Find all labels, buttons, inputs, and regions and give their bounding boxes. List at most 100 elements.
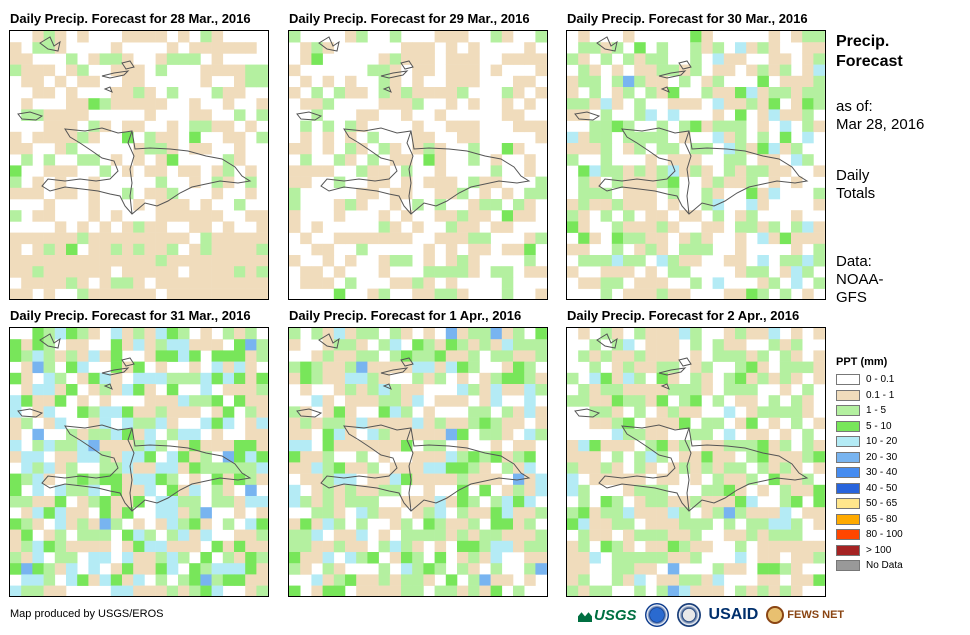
- precip-cell: [178, 440, 190, 452]
- precip-cell: [791, 255, 803, 267]
- precip-cell: [311, 552, 323, 564]
- precip-cell: [479, 529, 491, 542]
- precip-cell: [21, 277, 33, 289]
- precip-cell: [690, 255, 702, 267]
- precip-cell: [634, 199, 646, 211]
- precip-cell: [679, 585, 691, 596]
- precip-cell: [54, 75, 67, 88]
- precip-cell: [757, 451, 769, 463]
- precip-cell: [513, 120, 525, 133]
- precip-cell: [791, 339, 803, 351]
- precip-cell: [434, 372, 447, 385]
- precip-cell: [802, 406, 814, 418]
- precip-cell: [311, 507, 323, 519]
- precip-cell: [513, 585, 525, 596]
- precip-cell: [256, 288, 268, 299]
- precip-cell: [311, 462, 323, 474]
- precip-cell: [524, 210, 536, 222]
- precip-cell: [578, 540, 590, 553]
- precip-cell: [746, 372, 758, 385]
- precip-cell: [768, 42, 781, 54]
- precip-cell: [423, 255, 435, 267]
- precip-cell: [634, 451, 646, 463]
- precip-cell: [43, 339, 56, 351]
- hispaniola-outline: [41, 424, 252, 512]
- precip-cell: [378, 339, 391, 351]
- precip-cell: [578, 563, 590, 575]
- precip-cell: [645, 277, 657, 289]
- precip-cell: [501, 518, 514, 530]
- precip-cell: [567, 451, 579, 463]
- precip-cell: [66, 440, 78, 452]
- precip-cell: [133, 540, 145, 553]
- legend-swatch: [836, 482, 860, 494]
- precip-cell: [813, 87, 825, 99]
- precip-cell: [679, 540, 691, 553]
- precip-cell: [356, 440, 368, 452]
- precip-cell: [367, 372, 379, 385]
- precip-cell: [479, 574, 491, 586]
- precip-cell: [567, 484, 579, 497]
- precip-cell: [401, 440, 413, 452]
- precip-cell: [513, 518, 525, 530]
- precip-cell: [155, 406, 168, 418]
- precip-cell: [457, 64, 469, 77]
- precip-cell: [578, 75, 590, 88]
- precip-cell: [245, 75, 257, 88]
- precip-cell: [645, 75, 657, 88]
- precip-cell: [667, 552, 680, 564]
- precip-cell: [779, 53, 792, 65]
- precip-cell: [155, 210, 168, 222]
- precip-cell: [289, 176, 301, 189]
- precip-cell: [690, 98, 702, 110]
- precip-cell: [133, 361, 145, 374]
- coastline-outline: [574, 333, 809, 512]
- precip-cell: [256, 518, 268, 530]
- precip-cell: [611, 428, 624, 441]
- precip-cell: [155, 98, 168, 110]
- precip-cell: [234, 440, 246, 452]
- precip-cell: [155, 552, 168, 564]
- precip-cell: [589, 64, 601, 77]
- precip-cell: [746, 350, 758, 362]
- precip-cell: [634, 529, 646, 542]
- precip-cell: [166, 428, 179, 441]
- precip-cell: [88, 120, 100, 133]
- precip-cell: [468, 98, 480, 110]
- precip-cell: [333, 462, 346, 474]
- precip-cell: [234, 243, 246, 256]
- precip-cell: [378, 288, 391, 299]
- precip-cell: [200, 563, 212, 575]
- precip-cell: [378, 75, 391, 88]
- precip-cell: [144, 484, 156, 497]
- precip-cell: [513, 199, 525, 211]
- precip-cell: [189, 507, 201, 519]
- precip-cell: [200, 143, 212, 155]
- precip-cell: [378, 98, 391, 110]
- precip-cell: [122, 484, 134, 497]
- precip-cell: [535, 131, 547, 144]
- precip-cell: [256, 339, 268, 351]
- precip-cell: [501, 350, 514, 362]
- precip-cell: [234, 529, 246, 542]
- precip-cell: [155, 473, 168, 486]
- precip-cell: [589, 361, 601, 374]
- precip-cell: [735, 339, 747, 351]
- precip-cell: [802, 53, 814, 65]
- precip-cell: [513, 451, 525, 463]
- precip-cell: [401, 210, 413, 222]
- precip-cell: [200, 395, 212, 407]
- precip-cell: [401, 473, 413, 486]
- precip-cell: [701, 507, 713, 519]
- islet-outline: [121, 357, 135, 367]
- precip-cell: [434, 563, 447, 575]
- precip-cell: [189, 372, 201, 385]
- precip-cell: [667, 266, 680, 278]
- precip-cell: [289, 255, 301, 267]
- precip-cell: [468, 406, 480, 418]
- precip-cell: [412, 384, 424, 396]
- precip-cell: [656, 143, 669, 155]
- precip-cell: [144, 440, 156, 452]
- precip-cell: [166, 484, 179, 497]
- precip-cell: [589, 176, 601, 189]
